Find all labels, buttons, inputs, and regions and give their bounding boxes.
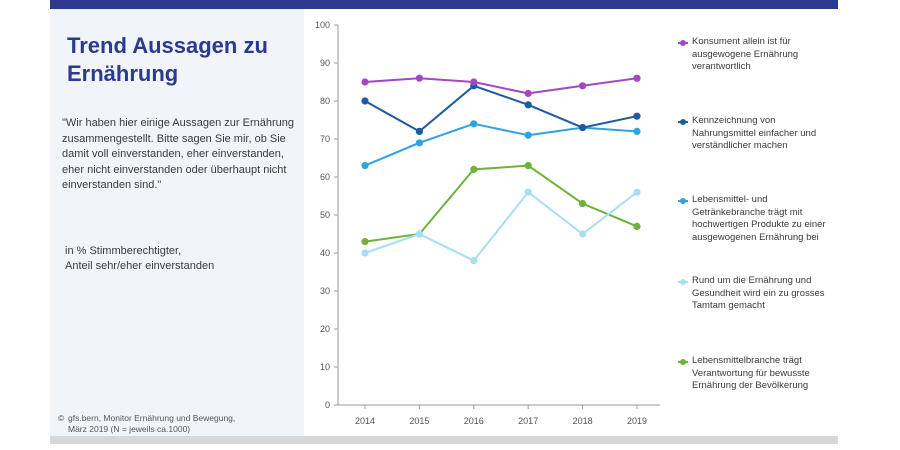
- legend-label-2: Kennzeichnung von Nahrungsmittel einfach…: [692, 115, 817, 151]
- series-line-5: [364, 164, 638, 243]
- series-line-3: [364, 122, 638, 167]
- x-tick-label: 2014: [355, 416, 375, 426]
- left-panel: [50, 9, 304, 436]
- y-tick-label: 60: [320, 172, 330, 182]
- legend-marker-3: [678, 198, 688, 204]
- y-tick-label: 70: [320, 134, 330, 144]
- unit-line-2: Anteil sehr/eher einverstanden: [65, 260, 215, 272]
- title-line-2: Ernährung: [67, 61, 179, 86]
- data-point-s4-2015: [415, 230, 423, 238]
- data-point-s2-2017: [524, 101, 532, 109]
- data-point-s4-2019: [633, 188, 641, 196]
- data-point-s3-2017: [524, 131, 532, 139]
- legend-label-1: Konsument allein ist für ausgewogene Ern…: [692, 36, 799, 72]
- x-tick-label: 2018: [573, 416, 593, 426]
- y-tick-label: 0: [325, 400, 330, 410]
- series-line-4: [364, 191, 638, 262]
- data-point-s1-2016: [470, 78, 478, 86]
- bottom-bar: [50, 436, 838, 444]
- data-point-s4-2018: [579, 230, 587, 238]
- data-point-s5-2018: [579, 200, 587, 208]
- copyright-icon: ©: [58, 413, 65, 423]
- data-point-s3-2015: [415, 139, 423, 147]
- y-tick-label: 100: [315, 20, 330, 30]
- data-point-s2-2015: [415, 127, 423, 135]
- data-point-s4-2014: [361, 249, 369, 257]
- y-tick-label: 50: [320, 210, 330, 220]
- y-tick-label: 30: [320, 286, 330, 296]
- page-title: Trend Aussagen zu Ernährung: [67, 32, 297, 88]
- unit-line-1: in % Stimmberechtigter,: [65, 245, 182, 257]
- data-point-s2-2019: [633, 112, 641, 120]
- top-accent-bar: [50, 0, 838, 9]
- data-point-s1-2017: [524, 89, 532, 97]
- series-line-2: [364, 84, 638, 133]
- data-point-s5-2019: [633, 222, 641, 230]
- legend-marker-5: [678, 359, 688, 365]
- legend-marker-2: [678, 119, 688, 125]
- data-point-s2-2014: [361, 97, 369, 105]
- title-line-1: Trend Aussagen zu: [67, 33, 268, 58]
- data-point-s5-2017: [524, 162, 532, 170]
- x-tick-label: 2015: [409, 416, 429, 426]
- y-tick-label: 20: [320, 324, 330, 334]
- y-tick-label: 10: [320, 362, 330, 372]
- data-point-s1-2019: [633, 74, 641, 82]
- data-point-s5-2014: [361, 238, 369, 246]
- data-point-s5-2016: [470, 165, 478, 173]
- data-point-s1-2018: [579, 82, 587, 90]
- legend-label-5: Lebensmittelbranche trägt Verantwortung …: [692, 355, 810, 391]
- legend-marker-4: [678, 279, 688, 285]
- data-point-s3-2016: [470, 120, 478, 128]
- unit-note: in % Stimmberechtigter, Anteil sehr/eher…: [65, 244, 295, 274]
- legend-marker-1: [678, 40, 688, 46]
- data-point-s1-2015: [415, 74, 423, 82]
- data-point-s3-2019: [633, 127, 641, 135]
- data-point-s2-2018: [579, 124, 587, 132]
- question-text: "Wir haben hier einige Aussagen zur Ernä…: [62, 117, 294, 191]
- legend-label-4: Rund um die Ernährung und Gesundheit wir…: [692, 275, 825, 311]
- source-line-2: März 2019 (N = jeweils ca.1000): [68, 424, 191, 434]
- data-point-s1-2014: [361, 78, 369, 86]
- x-tick-label: 2016: [464, 416, 484, 426]
- data-point-s4-2017: [524, 188, 532, 196]
- y-tick-label: 40: [320, 248, 330, 258]
- y-tick-label: 80: [320, 96, 330, 106]
- source-line-1: gfs.bern, Monitor Ernährung und Bewegung…: [68, 413, 236, 423]
- data-point-s3-2014: [361, 162, 369, 170]
- legend-label-3: Lebensmittel- und Getränkebranche trägt …: [692, 194, 826, 243]
- data-point-s4-2016: [470, 257, 478, 265]
- x-tick-label: 2019: [627, 416, 647, 426]
- x-tick-label: 2017: [518, 416, 538, 426]
- y-tick-label: 90: [320, 58, 330, 68]
- series-line-1: [364, 77, 638, 95]
